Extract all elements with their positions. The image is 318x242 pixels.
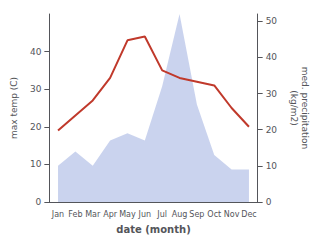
svg-text:med. precipitation: med. precipitation (300, 67, 310, 149)
svg-text:50: 50 (266, 16, 278, 26)
svg-text:date (month): date (month) (116, 224, 190, 235)
svg-text:30: 30 (266, 89, 278, 99)
svg-text:Jul: Jul (156, 210, 167, 219)
svg-text:0: 0 (266, 197, 272, 207)
svg-text:40: 40 (30, 47, 42, 57)
svg-text:(kg/m2): (kg/m2) (289, 90, 299, 125)
svg-text:20: 20 (266, 125, 278, 135)
svg-text:30: 30 (30, 84, 42, 94)
svg-text:Jun: Jun (138, 210, 152, 219)
svg-text:Mar: Mar (85, 210, 101, 219)
svg-text:Nov: Nov (224, 210, 240, 219)
svg-text:Dec: Dec (241, 210, 256, 219)
svg-text:0: 0 (36, 197, 42, 207)
svg-text:Sep: Sep (189, 210, 204, 219)
svg-text:20: 20 (30, 122, 42, 132)
svg-text:max temp (C): max temp (C) (9, 77, 19, 139)
svg-text:Apr: Apr (103, 210, 118, 219)
svg-text:Aug: Aug (172, 210, 188, 219)
svg-text:10: 10 (30, 159, 42, 169)
svg-text:May: May (119, 210, 136, 219)
svg-text:Feb: Feb (68, 210, 82, 219)
svg-text:Jan: Jan (51, 210, 64, 219)
svg-text:Oct: Oct (207, 210, 221, 219)
svg-text:10: 10 (266, 161, 278, 171)
svg-text:40: 40 (266, 52, 278, 62)
